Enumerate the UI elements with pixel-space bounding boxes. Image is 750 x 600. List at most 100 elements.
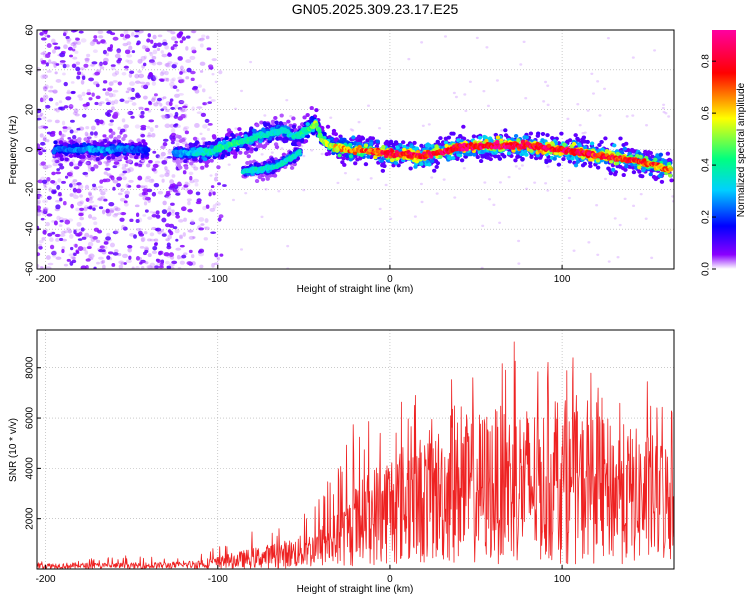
- spectrogram-noise-cell: [591, 92, 595, 95]
- spectrogram-noise-cell: [59, 61, 65, 66]
- spectrogram-ridge-cell: [305, 122, 310, 127]
- spectrogram-noise-cell: [190, 254, 195, 259]
- spectrogram-ridge-cell: [659, 179, 665, 184]
- spectrogram-noise-cell: [164, 70, 169, 76]
- spectrogram-noise-cell: [116, 59, 122, 64]
- spectrogram-noise-cell: [142, 251, 147, 256]
- spectrogram-noise-cell: [140, 55, 146, 61]
- spectrogram-noise-cell: [114, 212, 119, 216]
- spectrogram-noise-cell: [81, 113, 87, 118]
- spectrogram-noise-cell: [37, 263, 40, 269]
- spectrogram-noise-cell: [174, 111, 179, 117]
- spectrogram-ridge-cell: [288, 123, 293, 128]
- spectrogram-noise-cell: [94, 101, 99, 106]
- spectrogram-noise-cell: [60, 133, 65, 139]
- spectrogram-noise-cell: [105, 98, 109, 102]
- spectrogram-noise-cell: [151, 97, 156, 103]
- spectrogram-noise-cell: [76, 127, 81, 131]
- spectrogram-noise-cell: [96, 120, 100, 126]
- spectrogram-noise-cell: [639, 192, 643, 196]
- spectrogram-ridge-cell: [226, 152, 231, 157]
- spectrogram-noise-cell: [88, 253, 95, 259]
- spectrogram-noise-cell: [118, 173, 125, 177]
- spectrogram-ridge-cell: [665, 151, 671, 156]
- spectrogram-noise-cell: [51, 250, 57, 256]
- spectrogram-noise-cell: [82, 246, 87, 252]
- spectrogram-noise-cell: [90, 166, 95, 172]
- spectrogram-noise-cell: [134, 30, 140, 33]
- spectrogram-noise-cell: [148, 59, 155, 64]
- spectrogram-noise-cell: [87, 254, 92, 260]
- spectrogram-noise-cell: [80, 79, 85, 85]
- spectrogram-noise-cell: [179, 100, 185, 104]
- spectrogram-noise-cell: [495, 79, 499, 82]
- spectrogram-noise-cell: [159, 174, 165, 178]
- spectrogram-noise-cell: [47, 59, 52, 65]
- spectrogram-noise-cell: [482, 89, 486, 93]
- spectrogram-noise-cell: [546, 103, 550, 107]
- spectrogram-noise-cell: [72, 187, 77, 193]
- spectrogram-noise-cell: [40, 124, 46, 128]
- spectrogram-ridge-cell: [322, 131, 327, 136]
- spectrogram-noise-cell: [234, 127, 238, 130]
- spectrogram-noise-cell: [44, 84, 49, 90]
- spectrogram-noise-cell: [107, 46, 111, 52]
- spectrogram-noise-cell: [119, 98, 125, 103]
- spectrogram-noise-cell: [161, 160, 168, 165]
- spectrogram-noise-cell: [188, 235, 195, 240]
- spectrogram-noise-cell: [117, 212, 123, 216]
- spectrogram-noise-cell: [143, 185, 148, 190]
- spectrogram-ridge-cell: [612, 143, 617, 148]
- spectrogram-ridge-cell: [232, 154, 238, 159]
- spectrogram-noise-cell: [183, 217, 187, 222]
- spectrogram-noise-cell: [78, 212, 84, 217]
- spectrogram-noise-cell: [134, 124, 141, 129]
- spectrogram-noise-cell: [37, 143, 41, 149]
- spectrogram-noise-cell: [114, 249, 119, 253]
- spectrogram-ridge-cell: [419, 161, 424, 166]
- spectrogram-noise-cell: [200, 223, 205, 226]
- spectrogram-noise-cell: [76, 221, 82, 227]
- spectrogram-noise-cell: [178, 31, 184, 35]
- spectrogram-noise-cell: [97, 30, 104, 35]
- spectrogram-noise-cell: [196, 106, 203, 109]
- spectrogram-noise-cell: [111, 93, 116, 98]
- spectrogram-noise-cell: [127, 110, 134, 116]
- spectrogram-noise-cell: [84, 161, 90, 165]
- spectrogram-noise-cell: [135, 219, 140, 224]
- spectrogram-ridge-cell: [253, 147, 259, 152]
- spectrogram-noise-cell: [206, 127, 211, 132]
- spectrogram-ridge-cell: [488, 157, 493, 162]
- spectrogram-noise-cell: [74, 243, 78, 248]
- spectrogram-noise-cell: [142, 260, 147, 264]
- spectrogram-ridge-cell: [209, 158, 214, 163]
- spectrogram-noise-cell: [169, 183, 174, 189]
- spectrogram-noise-cell: [37, 211, 41, 217]
- spectrogram-noise-cell: [76, 201, 83, 207]
- spectrogram-noise-cell: [75, 250, 80, 255]
- spectrogram-noise-cell: [160, 108, 165, 112]
- spectrogram-noise-cell: [75, 188, 82, 194]
- spectrogram-noise-cell: [95, 95, 101, 100]
- spectrogram-noise-cell: [129, 70, 135, 74]
- spectrogram-noise-cell: [124, 67, 129, 71]
- spectrogram-noise-cell: [135, 227, 142, 232]
- spectrogram-noise-cell: [86, 206, 93, 210]
- spectrogram-noise-cell: [205, 35, 210, 40]
- spectrogram-ridge-cell: [183, 159, 188, 164]
- spectrogram-noise-cell: [56, 160, 61, 164]
- spectrogram-noise-cell: [202, 102, 208, 106]
- spectrogram-noise-cell: [74, 113, 80, 117]
- spectrogram-noise-cell: [86, 88, 91, 94]
- spectrogram-noise-cell: [149, 61, 156, 65]
- spectrogram-ridge-cell: [274, 120, 279, 125]
- spectrogram-noise-cell: [46, 164, 52, 169]
- spectrogram-noise-cell: [37, 213, 41, 217]
- spectrogram-ridge-cell: [111, 131, 116, 136]
- spectrogram-noise-cell: [123, 65, 129, 69]
- spectrogram-ridge-cell: [194, 140, 200, 145]
- spectrogram-noise-cell: [127, 247, 132, 253]
- spectrogram-noise-cell: [177, 76, 183, 81]
- spectrogram-ridge-cell: [314, 108, 319, 113]
- spectrogram-noise-cell: [83, 105, 88, 110]
